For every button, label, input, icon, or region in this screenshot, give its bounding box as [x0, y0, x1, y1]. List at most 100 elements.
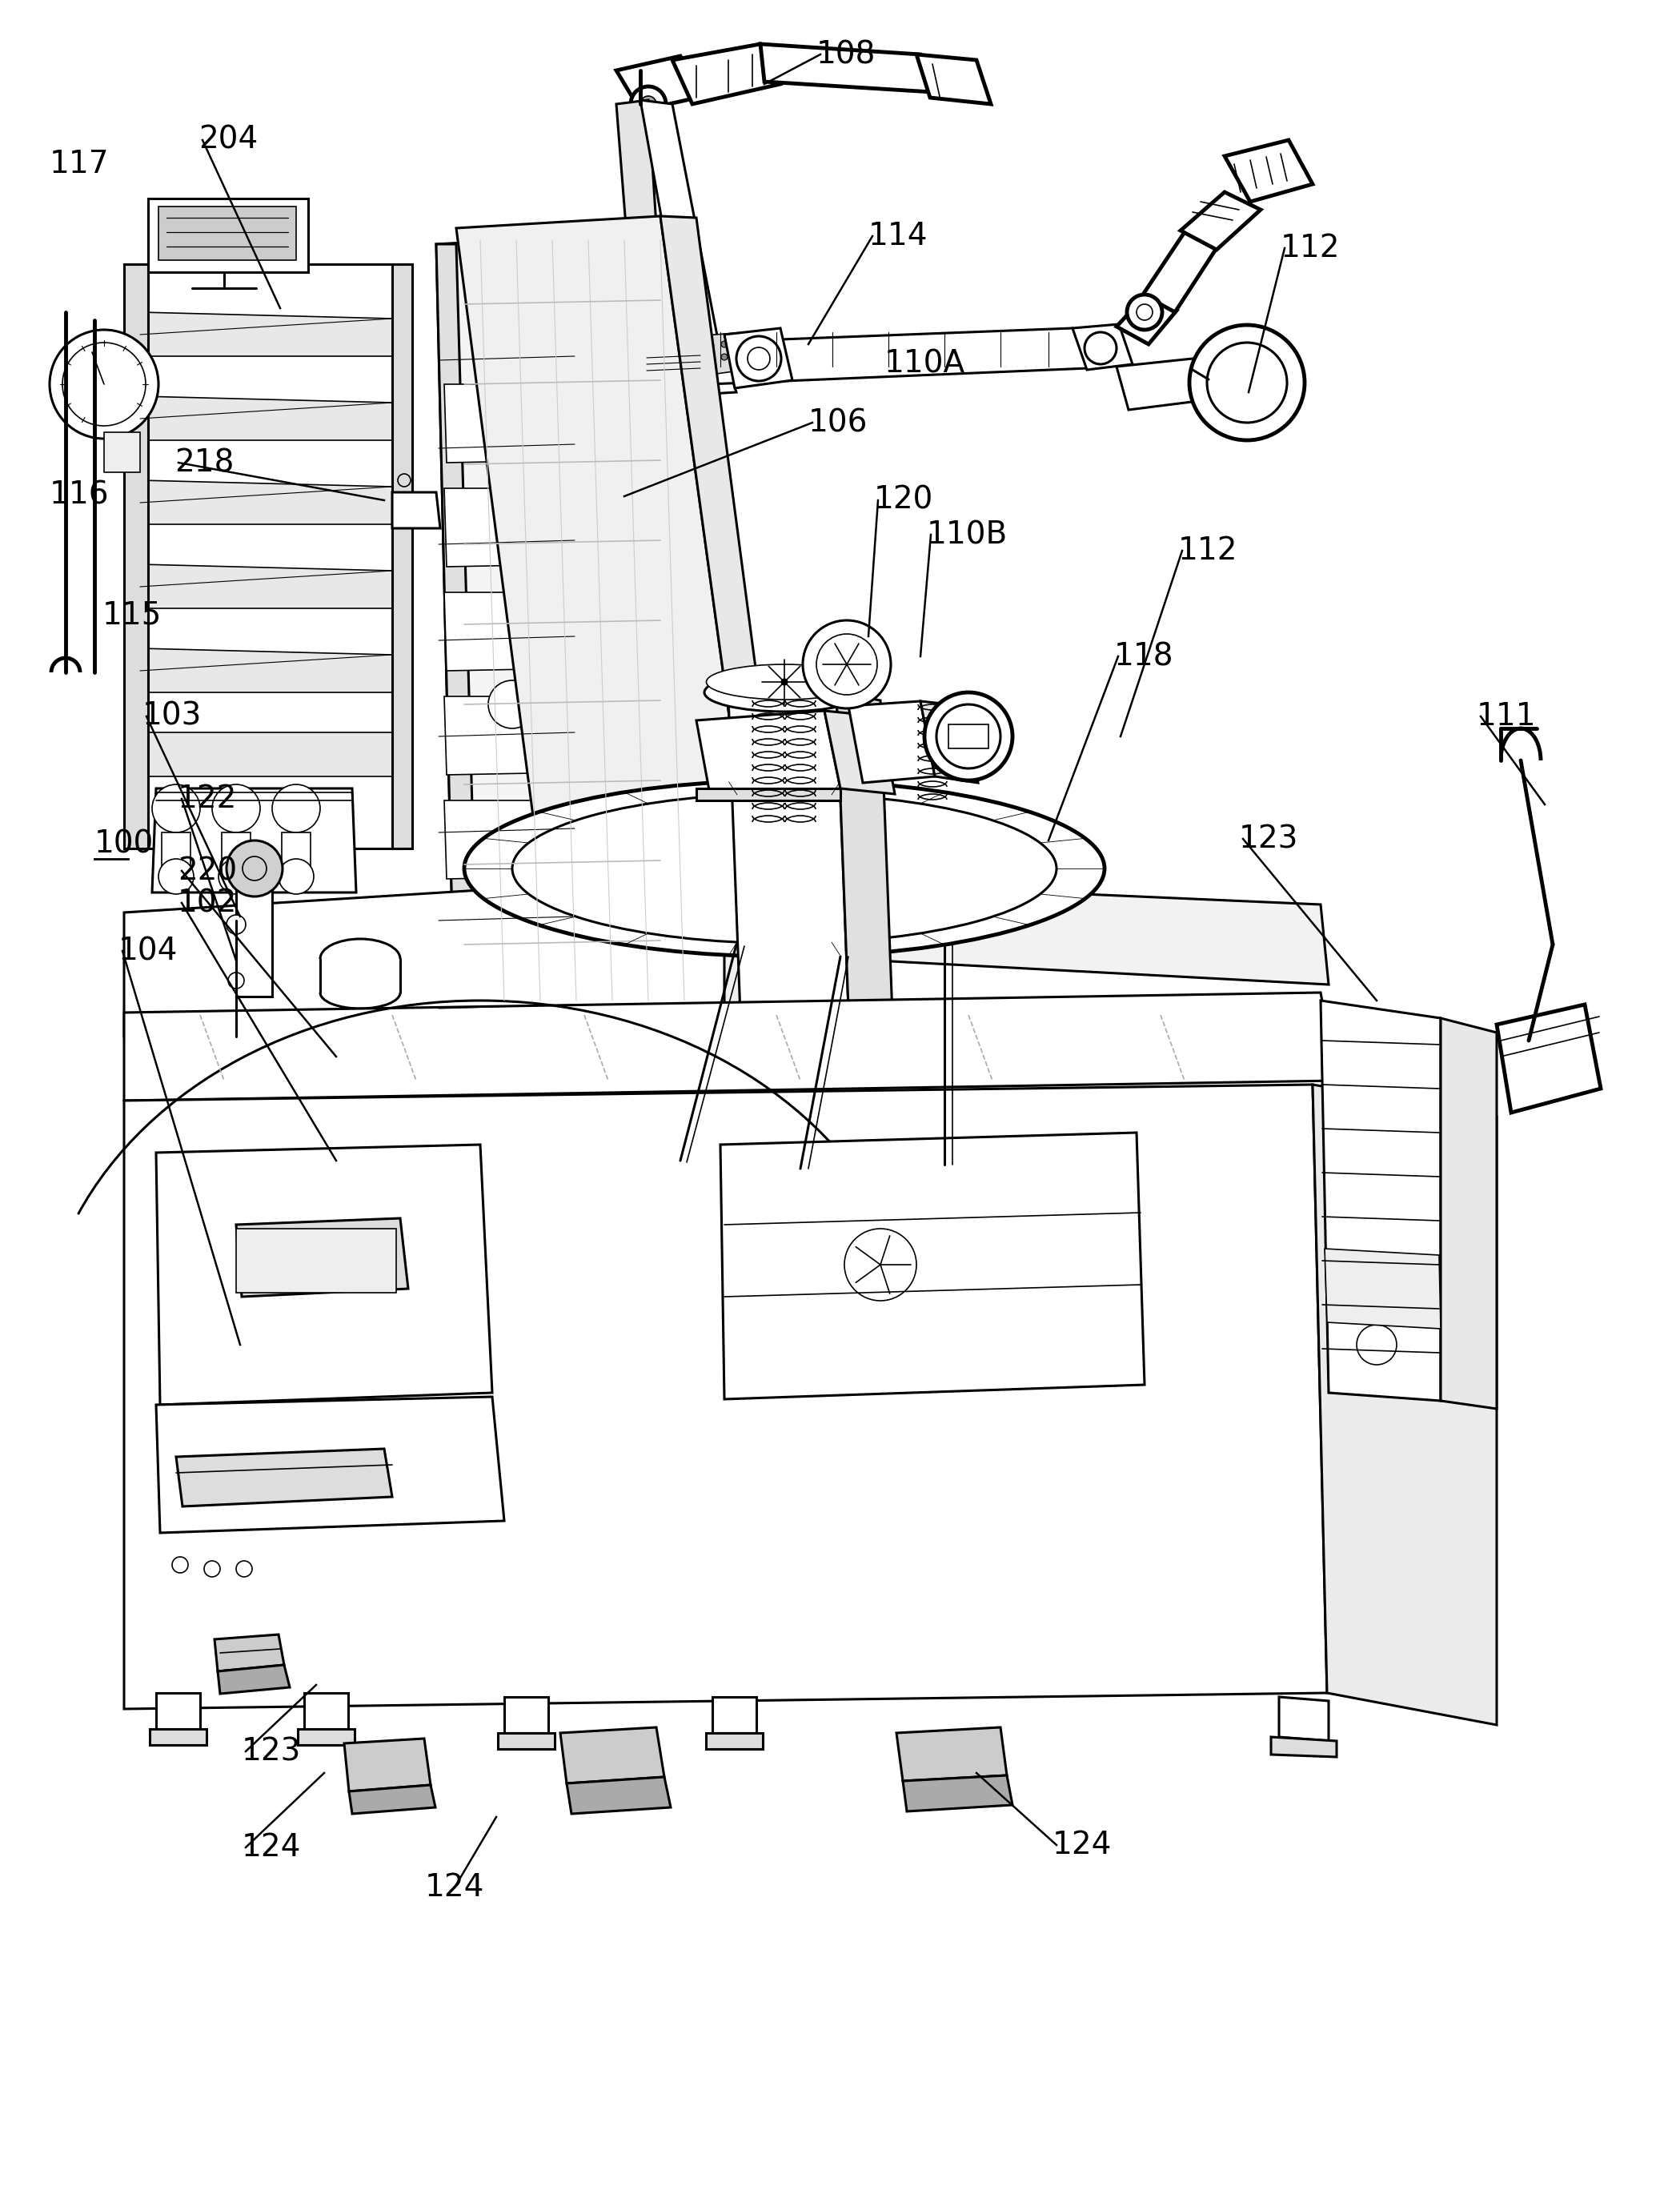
Polygon shape [176, 1448, 391, 1507]
Text: 108: 108 [816, 39, 875, 70]
Circle shape [1127, 294, 1163, 329]
Text: 112: 112 [1178, 535, 1238, 566]
Polygon shape [124, 1084, 1327, 1709]
Polygon shape [696, 711, 840, 799]
Circle shape [237, 1560, 252, 1577]
Polygon shape [617, 57, 704, 110]
Circle shape [721, 340, 727, 347]
Polygon shape [139, 312, 391, 355]
Polygon shape [139, 564, 391, 608]
Polygon shape [444, 489, 571, 566]
Circle shape [845, 1229, 916, 1301]
Circle shape [638, 331, 702, 397]
Circle shape [192, 1417, 205, 1430]
Polygon shape [504, 1696, 548, 1733]
Circle shape [153, 785, 200, 832]
Text: 102: 102 [178, 889, 237, 917]
Circle shape [171, 1558, 188, 1573]
Polygon shape [576, 237, 648, 1084]
Ellipse shape [706, 665, 862, 700]
Polygon shape [150, 1729, 207, 1744]
Circle shape [489, 680, 536, 728]
Circle shape [736, 336, 781, 382]
Polygon shape [660, 217, 800, 1009]
Polygon shape [902, 1775, 1013, 1812]
Text: 122: 122 [178, 783, 237, 814]
Polygon shape [1181, 193, 1260, 250]
Text: 116: 116 [50, 480, 109, 509]
Text: 106: 106 [808, 408, 869, 439]
Text: 124: 124 [1052, 1830, 1112, 1861]
Polygon shape [218, 1665, 289, 1694]
Circle shape [212, 785, 260, 832]
Polygon shape [139, 649, 391, 693]
Polygon shape [349, 1786, 435, 1814]
Polygon shape [865, 884, 1329, 985]
Polygon shape [949, 724, 988, 748]
Polygon shape [566, 1777, 670, 1814]
Circle shape [203, 1560, 220, 1577]
Polygon shape [237, 1218, 408, 1297]
Polygon shape [837, 693, 892, 1016]
Circle shape [178, 1417, 190, 1430]
Circle shape [732, 340, 739, 347]
Polygon shape [444, 695, 571, 774]
Polygon shape [617, 101, 664, 358]
Polygon shape [1272, 1738, 1337, 1757]
Polygon shape [1117, 296, 1176, 344]
Polygon shape [128, 263, 405, 849]
Text: 124: 124 [242, 1832, 301, 1863]
Polygon shape [640, 101, 721, 358]
Bar [222, 832, 250, 875]
Polygon shape [696, 331, 756, 375]
Polygon shape [391, 491, 440, 529]
Ellipse shape [512, 794, 1057, 943]
Text: 220: 220 [178, 856, 237, 886]
Text: 204: 204 [198, 125, 259, 156]
Polygon shape [437, 237, 598, 1088]
Circle shape [227, 915, 245, 935]
Text: 111: 111 [1477, 702, 1537, 731]
Polygon shape [139, 397, 391, 441]
Polygon shape [848, 702, 934, 783]
Polygon shape [1324, 1248, 1441, 1330]
Text: 124: 124 [425, 1871, 484, 1902]
Text: 110A: 110A [884, 349, 966, 380]
Polygon shape [437, 244, 480, 1088]
Polygon shape [148, 197, 307, 272]
Circle shape [640, 97, 657, 112]
Circle shape [781, 678, 788, 685]
Bar [161, 832, 190, 875]
Circle shape [924, 693, 1013, 781]
Polygon shape [304, 1694, 348, 1729]
Text: 123: 123 [242, 1735, 301, 1766]
Text: 118: 118 [1114, 641, 1174, 671]
Circle shape [272, 785, 321, 832]
Circle shape [707, 355, 714, 362]
Polygon shape [657, 329, 1089, 386]
Text: 218: 218 [175, 448, 234, 478]
Polygon shape [124, 875, 724, 1036]
Polygon shape [724, 329, 793, 388]
Text: 110B: 110B [927, 520, 1008, 551]
Polygon shape [457, 217, 768, 1025]
Circle shape [707, 342, 714, 349]
Polygon shape [916, 55, 991, 103]
Circle shape [228, 1029, 244, 1044]
Circle shape [721, 353, 727, 360]
Text: 120: 120 [874, 485, 934, 516]
Polygon shape [825, 711, 895, 794]
Polygon shape [672, 44, 781, 103]
Polygon shape [156, 1398, 504, 1534]
Circle shape [630, 86, 665, 121]
Polygon shape [124, 733, 400, 777]
Polygon shape [1142, 233, 1216, 312]
Polygon shape [721, 1132, 1144, 1400]
Bar [282, 832, 311, 875]
Text: 103: 103 [143, 702, 202, 731]
Text: 114: 114 [869, 222, 927, 252]
Polygon shape [1441, 1018, 1497, 1409]
Polygon shape [104, 432, 139, 472]
Polygon shape [761, 44, 932, 92]
Polygon shape [215, 1635, 284, 1672]
